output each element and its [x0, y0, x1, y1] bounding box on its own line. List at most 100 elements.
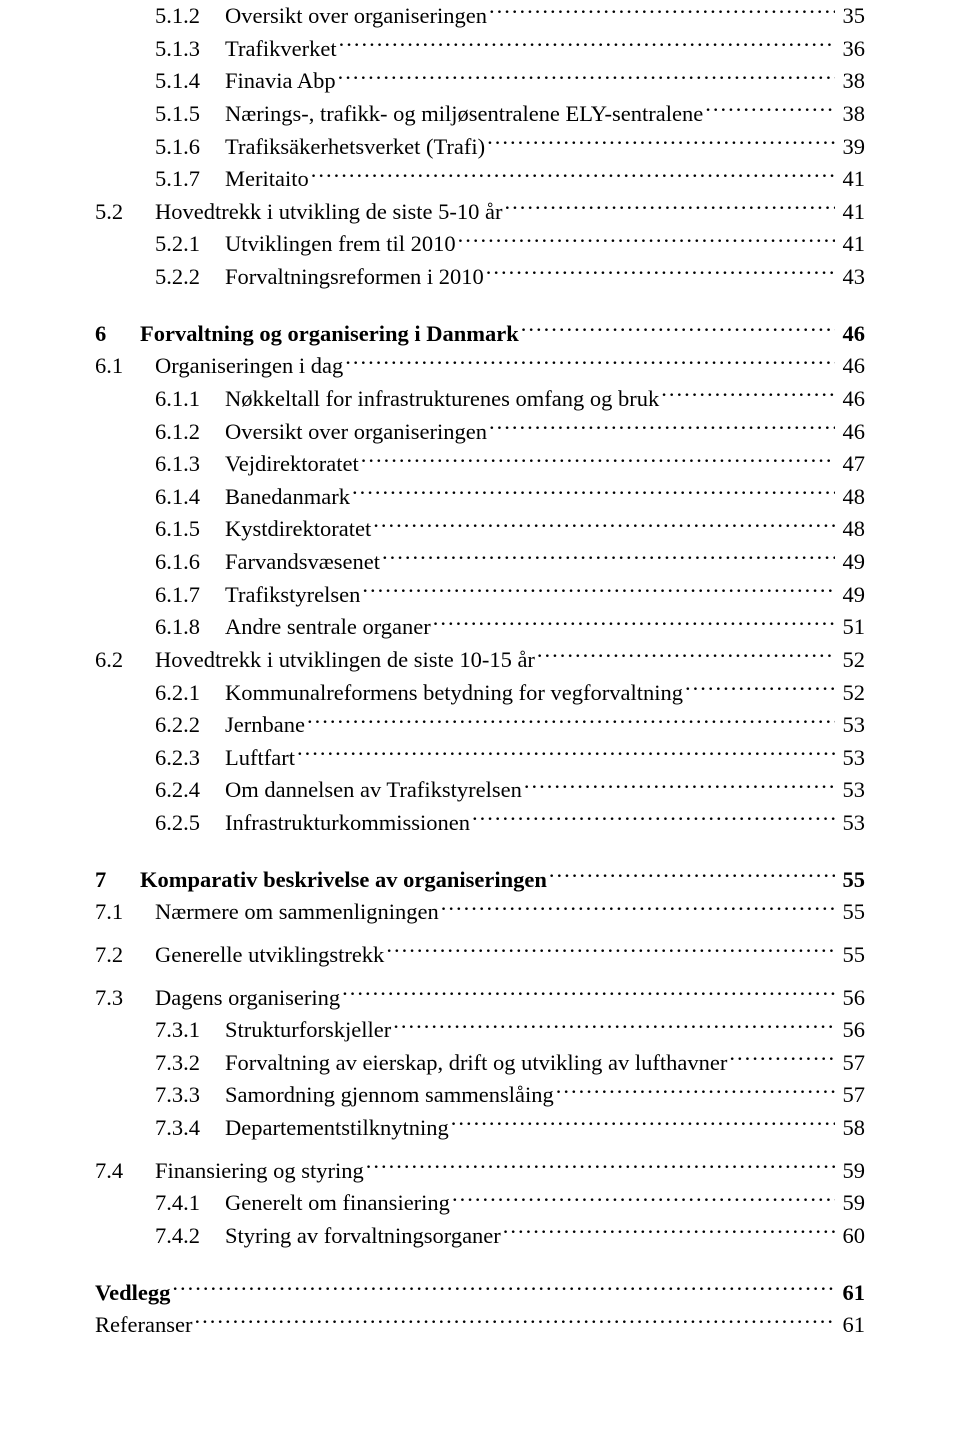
toc-entry: 6.1.5Kystdirektoratet48	[95, 513, 865, 546]
toc-entry-number: 6.1.8	[155, 611, 225, 644]
toc-entry-leader	[441, 897, 835, 920]
toc-entry-number: 6.2.4	[155, 774, 225, 807]
toc-entry-leader	[361, 449, 835, 472]
toc-entry-page: 53	[837, 742, 866, 775]
toc-entry: 7.4.1Generelt om finansiering59	[95, 1187, 865, 1220]
toc-entry-leader	[393, 1015, 834, 1038]
toc-entry: 6.1.8Andre sentrale organer51	[95, 611, 865, 644]
toc-entry: 6.1.1Nøkkeltall for infrastrukturenes om…	[95, 383, 865, 416]
toc-entry: 6.1.2Oversikt over organiseringen46	[95, 416, 865, 449]
toc-entry-number: 6.1.2	[155, 416, 225, 449]
toc-entry-page: 53	[837, 774, 866, 807]
toc-page: 5.1.2Oversikt over organiseringen355.1.3…	[0, 0, 960, 1392]
toc-entry-page: 46	[837, 318, 866, 351]
toc-entry: 7.4Finansiering og styring59	[95, 1155, 865, 1188]
toc-entry-page: 39	[837, 131, 866, 164]
toc-entry-title: Trafiksäkerhetsverket (Trafi)	[225, 131, 485, 164]
toc-entry-title: Oversikt over organiseringen	[225, 0, 487, 33]
toc-entry-page: 59	[837, 1187, 866, 1220]
toc-entry-number: 5.2.2	[155, 261, 225, 294]
toc-entry-page: 57	[837, 1079, 866, 1112]
toc-entry-page: 41	[837, 196, 866, 229]
toc-entry-page: 48	[837, 481, 866, 514]
toc-entry-page: 38	[837, 98, 866, 131]
toc-entry-page: 55	[837, 864, 866, 897]
toc-entry: 6.2.2Jernbane53	[95, 709, 865, 742]
toc-entry-leader	[458, 229, 835, 252]
toc-entry: 5.2.2Forvaltningsreformen i 2010 43	[95, 261, 865, 294]
toc-entry-title: Vedlegg	[95, 1277, 170, 1310]
toc-entry-title: Strukturforskjeller	[225, 1014, 391, 1047]
toc-entry-number: 7.3.4	[155, 1112, 225, 1145]
toc-entry-leader	[729, 1047, 834, 1070]
toc-entry-title: Nøkkeltall for infrastrukturenes omfang …	[225, 383, 659, 416]
toc-entry-title: Forvaltningsreformen i 2010	[225, 261, 484, 294]
toc-gap	[95, 929, 865, 939]
toc-entry-title: Styring av forvaltningsorganer	[225, 1220, 501, 1253]
toc-entry-title: Generelt om finansiering	[225, 1187, 450, 1220]
toc-entry: Referanser61	[95, 1309, 865, 1342]
toc-entry-page: 56	[837, 1014, 866, 1047]
toc-entry-leader	[661, 383, 834, 406]
toc-entry-leader	[194, 1310, 834, 1333]
toc-entry: 5.1.3Trafikverket36	[95, 33, 865, 66]
toc-entry: 6.1.7Trafikstyrelsen49	[95, 579, 865, 612]
toc-entry-leader	[503, 1220, 835, 1243]
toc-entry: 7.3.3Samordning gjennom sammenslåing57	[95, 1079, 865, 1112]
toc-entry-page: 43	[837, 261, 866, 294]
toc-entry-title: Trafikverket	[225, 33, 337, 66]
toc-entry-title: Nærings-, trafikk- og miljøsentralene EL…	[225, 98, 703, 131]
toc-entry-leader	[311, 164, 835, 187]
toc-entry-title: Andre sentrale organer	[225, 611, 431, 644]
toc-entry-page: 61	[837, 1277, 866, 1310]
toc-entry-number: 5.1.3	[155, 33, 225, 66]
toc-entry-leader	[362, 579, 834, 602]
toc-entry-number: 7.3.1	[155, 1014, 225, 1047]
toc-entry: 7Komparativ beskrivelse av organiseringe…	[95, 864, 865, 897]
toc-entry-leader	[685, 677, 834, 700]
toc-entry-title: Referanser	[95, 1309, 192, 1342]
toc-entry-title: Finavia Abp	[225, 65, 336, 98]
toc-entry: 5.1.5Nærings-, trafikk- og miljøsentrale…	[95, 98, 865, 131]
toc-entry-page: 55	[837, 939, 866, 972]
toc-gap	[95, 840, 865, 864]
toc-entry-leader	[537, 644, 835, 667]
toc-entry-number: 6.1.6	[155, 546, 225, 579]
toc-entry-page: 46	[837, 383, 866, 416]
toc-entry-title: Organiseringen i dag	[155, 350, 343, 383]
toc-entry-title: Forvaltning og organisering i Danmark	[140, 318, 519, 351]
toc-entry-title: Jernbane	[225, 709, 305, 742]
toc-entry: 6.1.6Farvandsvæsenet49	[95, 546, 865, 579]
toc-entry-page: 59	[837, 1155, 866, 1188]
toc-entry-number: 5.2.1	[155, 228, 225, 261]
toc-entry-title: Infrastrukturkommissionen	[225, 807, 470, 840]
toc-entry: 6.2Hovedtrekk i utviklingen de siste 10-…	[95, 644, 865, 677]
toc-entry-number: 7.4	[95, 1155, 155, 1188]
toc-entry-number: 6.1.1	[155, 383, 225, 416]
toc-entry: 5.1.6Trafiksäkerhetsverket (Trafi)39	[95, 131, 865, 164]
toc-entry-page: 53	[837, 709, 866, 742]
toc-entry-leader	[451, 1113, 835, 1136]
toc-gap	[95, 972, 865, 982]
toc-entry-number: 6	[95, 318, 140, 351]
toc-entry-number: 6.1.4	[155, 481, 225, 514]
toc-entry-number: 6.1.7	[155, 579, 225, 612]
toc-entry-number: 6.2.3	[155, 742, 225, 775]
toc-entry-leader	[556, 1080, 835, 1103]
toc-entry-leader	[373, 514, 834, 537]
toc-entry-leader	[549, 864, 835, 887]
toc-entry: 6.1.4Banedanmark48	[95, 481, 865, 514]
toc-entry-leader	[487, 131, 834, 154]
toc-entry-page: 53	[837, 807, 866, 840]
toc-entry-leader	[504, 196, 834, 219]
toc-entry-number: 7.3	[95, 982, 155, 1015]
toc-entry-title: Utviklingen frem til 2010	[225, 228, 456, 261]
toc-entry-page: 46	[837, 350, 866, 383]
toc-entry-number: 7.3.2	[155, 1047, 225, 1080]
toc-entry-number: 5.2	[95, 196, 155, 229]
toc-entry-number: 7.2	[95, 939, 155, 972]
toc-entry: 7.3.1Strukturforskjeller 56	[95, 1014, 865, 1047]
toc-entry-leader	[345, 351, 834, 374]
toc-entry-leader	[489, 416, 834, 439]
toc-entry-page: 55	[837, 896, 866, 929]
